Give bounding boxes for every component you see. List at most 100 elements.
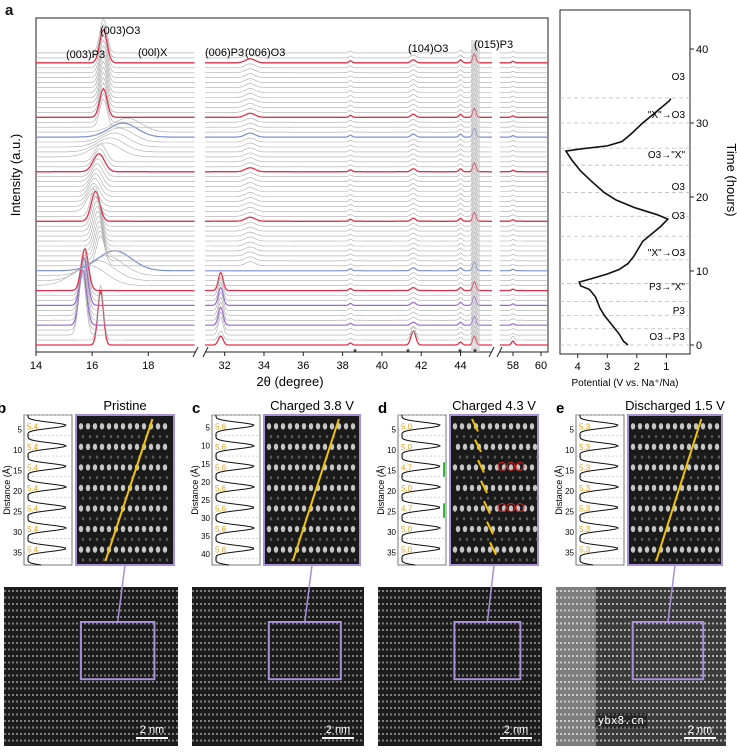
atom-column-minor xyxy=(525,558,529,562)
atom-column-minor xyxy=(151,537,155,541)
xrd-trace xyxy=(36,285,548,341)
d-spacing-value: 5.3 xyxy=(579,422,591,431)
atom-column-minor xyxy=(276,476,280,480)
atom-column xyxy=(700,546,706,553)
atom-column xyxy=(462,484,468,492)
atom-column-minor xyxy=(137,434,141,439)
atom-column xyxy=(459,464,465,471)
time-tick-label: 10 xyxy=(696,266,708,278)
atom-column-minor xyxy=(158,455,162,459)
atom-column-minor xyxy=(514,537,518,541)
potential-tick-label: 1 xyxy=(663,361,669,373)
panel-a-letter: a xyxy=(5,2,14,19)
atom-column-minor xyxy=(290,537,294,541)
atom-column-minor xyxy=(346,434,350,439)
atom-column xyxy=(522,546,528,553)
atom-column xyxy=(78,423,84,430)
panel-e-letter: e xyxy=(556,400,564,417)
atom-column xyxy=(707,443,713,451)
atom-column-minor xyxy=(290,434,294,439)
atom-column xyxy=(280,484,286,492)
atom-column-minor xyxy=(532,476,536,480)
atom-column-minor xyxy=(689,476,693,480)
distance-tick-label: 15 xyxy=(387,466,396,475)
d-spacing-value: 5.6 xyxy=(215,525,227,534)
atom-column-minor xyxy=(696,517,700,521)
atom-column xyxy=(162,484,168,492)
atom-column xyxy=(294,464,300,471)
distance-tick-label: 5 xyxy=(206,424,211,433)
atom-column xyxy=(630,423,636,430)
distance-tick-label: 25 xyxy=(13,508,22,517)
atom-column-minor xyxy=(511,434,515,439)
atom-column-minor xyxy=(682,496,686,500)
xrd-trace xyxy=(36,173,548,192)
atom-column xyxy=(99,546,105,553)
atom-column xyxy=(707,505,713,512)
atom-column-minor xyxy=(507,537,511,541)
atom-column-minor xyxy=(269,517,273,521)
atom-column-minor xyxy=(668,455,672,459)
atom-column-minor xyxy=(88,434,92,439)
atom-column-minor xyxy=(640,434,644,439)
atom-column-minor xyxy=(525,517,529,521)
atom-column xyxy=(294,505,300,512)
atom-column-minor xyxy=(151,517,155,521)
xrd-trace xyxy=(36,158,548,177)
atom-column xyxy=(134,525,140,533)
atom-column xyxy=(672,464,678,471)
atom-column xyxy=(336,484,342,492)
atom-column-minor xyxy=(504,558,508,562)
zoom-region-box xyxy=(453,620,522,681)
atom-column-minor xyxy=(304,496,308,500)
distance-tick-label: 20 xyxy=(13,487,22,496)
d-spacing-value: 5.0 xyxy=(401,443,413,452)
atom-column xyxy=(672,546,678,553)
atom-column xyxy=(462,443,468,451)
atom-column xyxy=(85,484,91,492)
xrd-trace xyxy=(36,153,548,173)
atom-column-minor xyxy=(297,558,301,562)
atom-column xyxy=(308,525,314,533)
red-circle-marker xyxy=(497,461,507,471)
xrd-trace xyxy=(36,220,548,252)
tem-panel-title: Charged 4.3 V xyxy=(452,398,536,413)
atom-column-minor xyxy=(144,558,148,562)
atom-column-minor xyxy=(283,496,287,500)
atom-column-minor xyxy=(311,517,315,521)
atom-column xyxy=(336,525,342,533)
atom-column-minor xyxy=(353,517,357,521)
atom-column xyxy=(162,423,168,430)
atom-column xyxy=(644,546,650,553)
atom-column xyxy=(483,525,489,533)
d-spacing-value: 5.3 xyxy=(579,525,591,534)
atom-column xyxy=(504,525,510,533)
atom-column-minor xyxy=(269,558,273,562)
atom-column-minor xyxy=(479,537,483,541)
atom-column-minor xyxy=(88,558,92,562)
atom-column-minor xyxy=(647,537,651,541)
atom-column xyxy=(469,484,475,492)
atom-column-minor xyxy=(325,537,329,541)
atom-column xyxy=(329,464,335,471)
atom-column xyxy=(508,423,514,430)
atom-column-minor xyxy=(462,517,466,521)
atom-column xyxy=(148,464,154,471)
xrd-trace xyxy=(36,142,548,158)
impurity-star-1: * xyxy=(353,347,358,359)
peak-003-p3-label: (003)P3 xyxy=(66,49,105,61)
atom-column-minor xyxy=(640,517,644,521)
atom-column-minor xyxy=(717,517,721,521)
atom-column xyxy=(162,464,168,471)
atom-column xyxy=(504,443,510,451)
xrd-waterfall-plot: Intensity (a.u.) 14 16 18 32 34 36 38 40 42 44 58 6… xyxy=(8,17,549,389)
peak-015-p3-label: (015)P3 xyxy=(474,39,513,51)
xrd-trace xyxy=(36,192,548,212)
atom-column xyxy=(658,505,664,512)
atom-column-minor xyxy=(158,558,162,562)
atom-column-minor xyxy=(332,517,336,521)
atom-column-minor xyxy=(88,517,92,521)
x-tick-label: 42 xyxy=(415,360,427,372)
atom-column xyxy=(141,505,147,512)
atom-column xyxy=(459,423,465,430)
